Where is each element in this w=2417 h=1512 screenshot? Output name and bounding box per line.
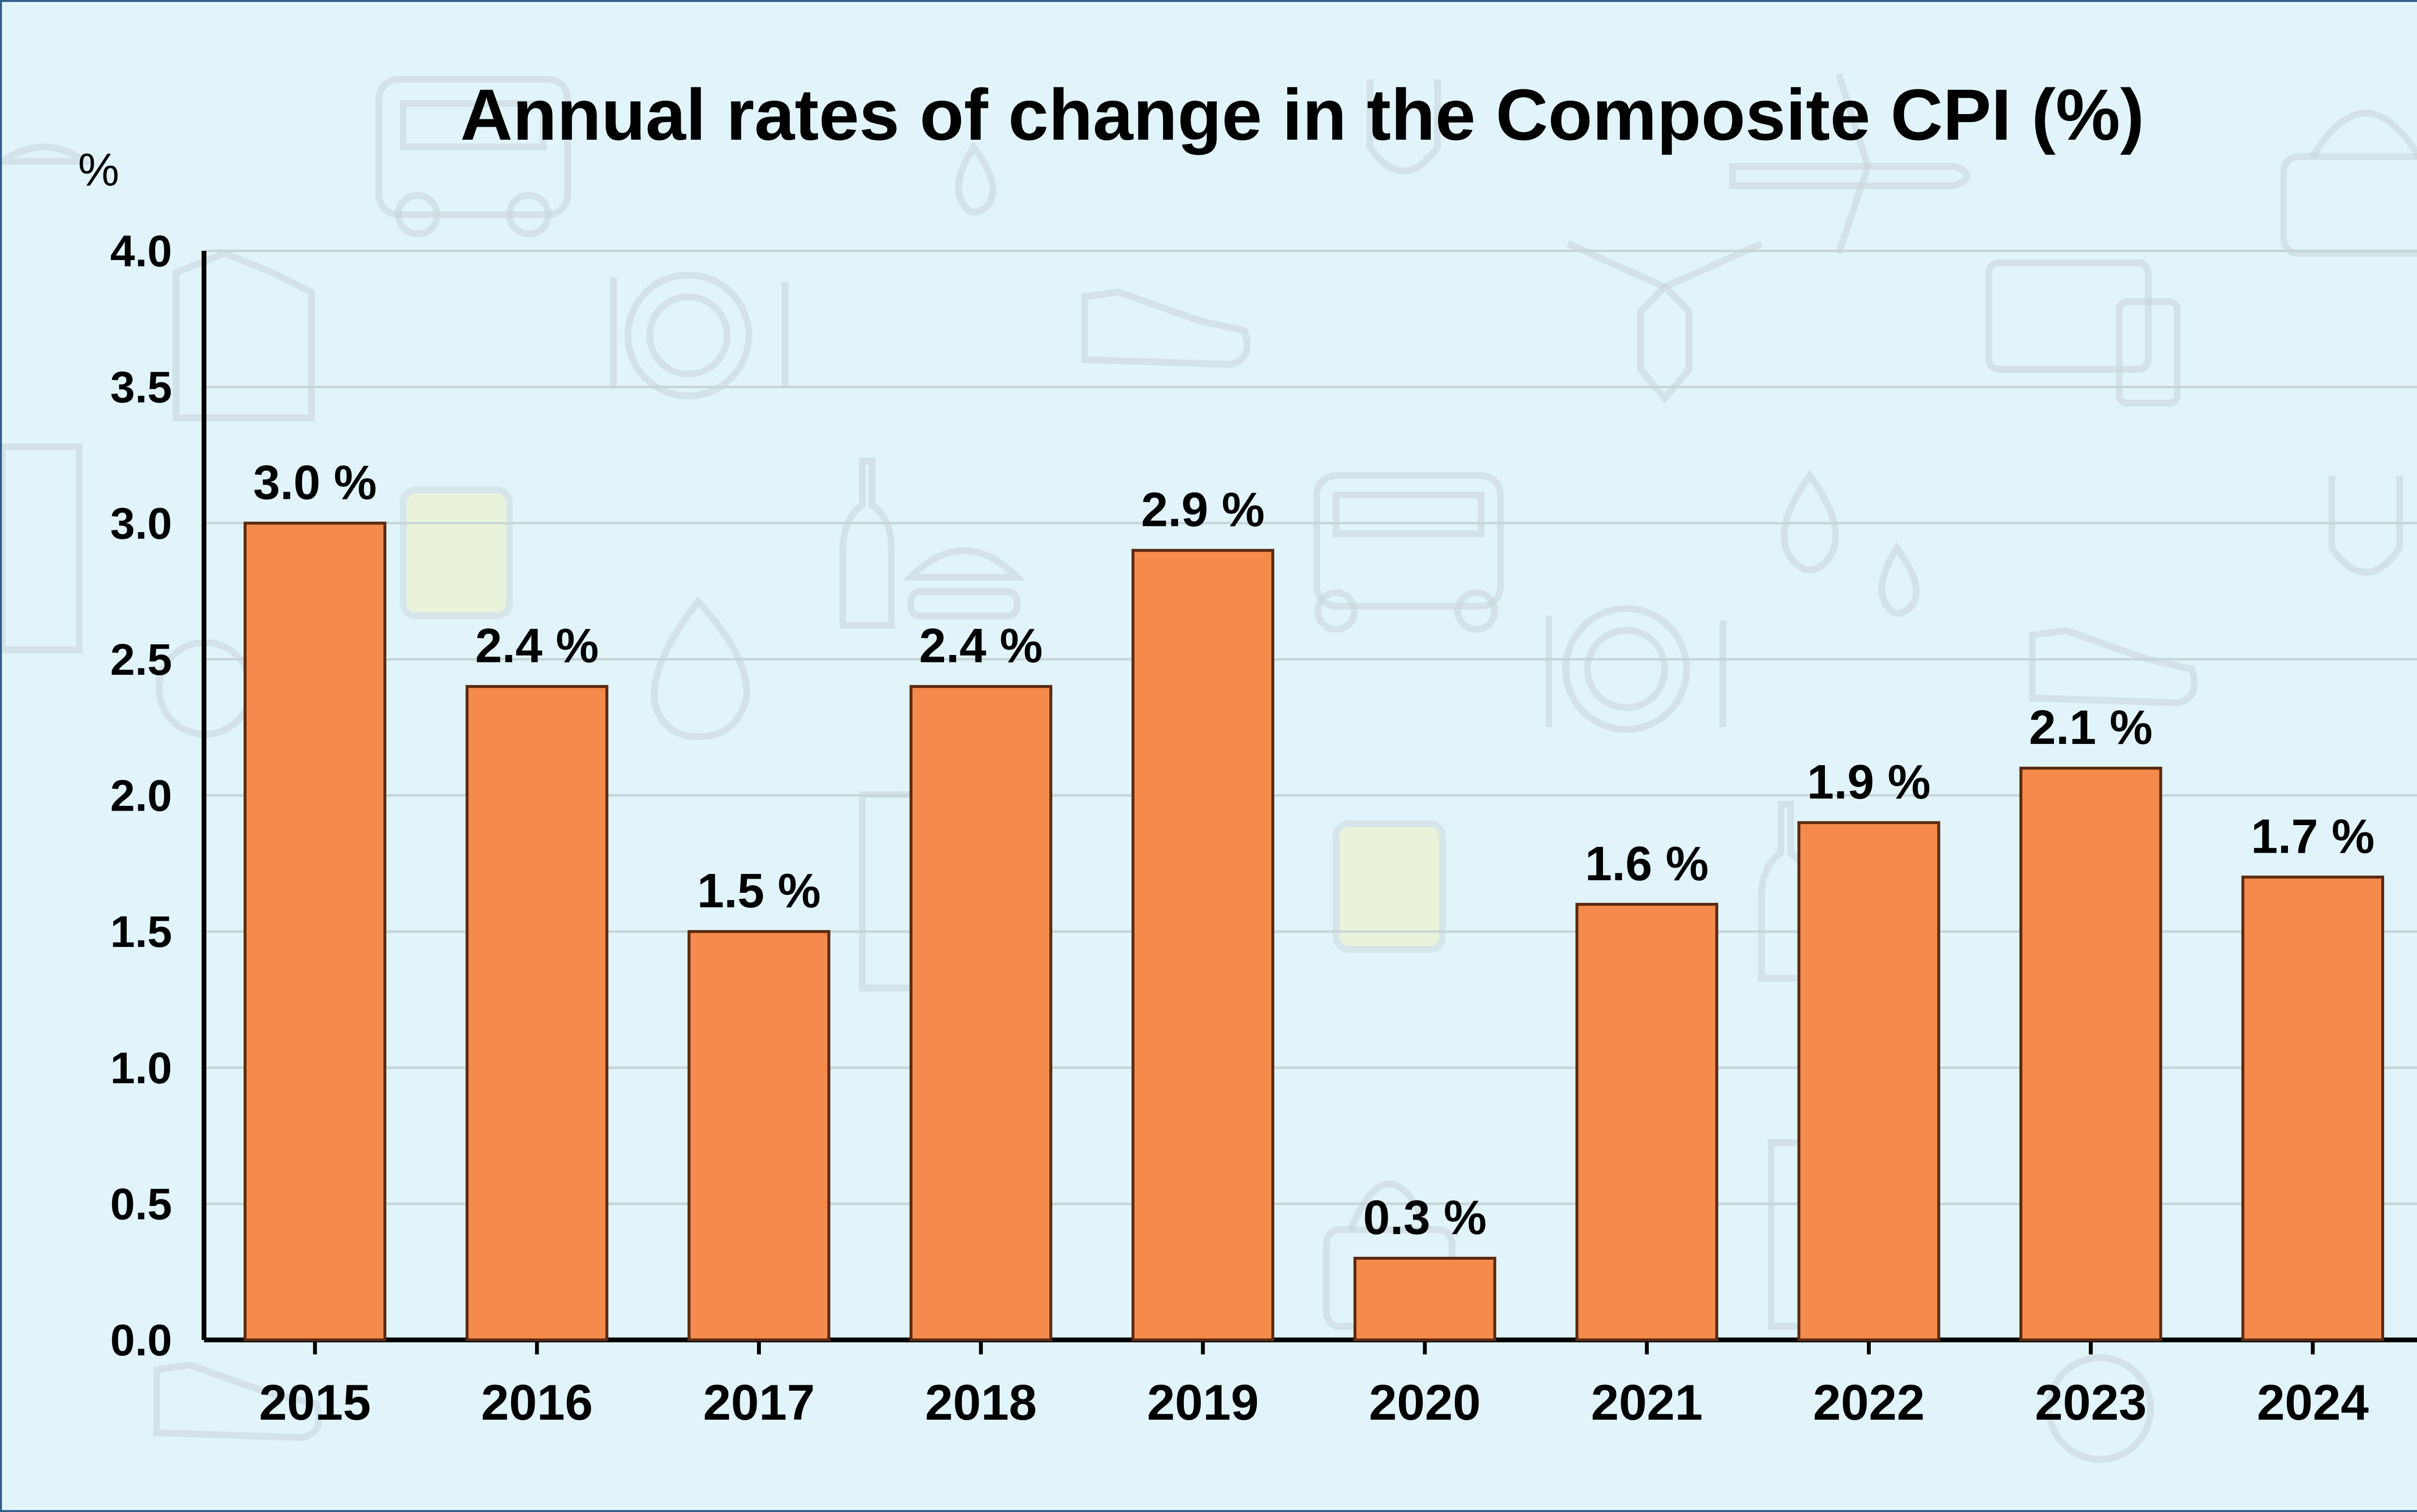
- plate-icon: [610, 272, 788, 399]
- x-tick-label: 2021: [1591, 1375, 1703, 1431]
- bar-2023: [2019, 767, 2162, 1341]
- data-label: 3.0 %: [253, 455, 377, 509]
- chart-title: Annual rates of change in the Composite …: [460, 74, 2144, 155]
- bar-2021: [1575, 902, 1718, 1342]
- data-label: 1.9 %: [1807, 755, 1931, 809]
- x-tick-label: 2022: [1813, 1375, 1924, 1431]
- y-tick-label: 4.0: [110, 227, 172, 276]
- monitor-icon: [1985, 260, 2181, 407]
- x-tick-label: 2015: [259, 1375, 371, 1431]
- shirt-icon: [173, 249, 315, 421]
- handbag-icon: [2280, 110, 2417, 257]
- stethoscope-icon: [1367, 79, 2403, 576]
- water-drop-icon: [955, 141, 1920, 617]
- data-label: 1.6 %: [1585, 837, 1709, 891]
- y-tick-label: 0.0: [110, 1316, 172, 1365]
- x-tick-label: 2020: [1369, 1375, 1481, 1431]
- bar-2024: [2241, 875, 2385, 1341]
- beer-mug-icon: [400, 487, 1446, 953]
- y-tick-label: 3.5: [110, 363, 172, 412]
- data-label: 2.9 %: [1141, 483, 1265, 537]
- bar-2018: [909, 685, 1052, 1341]
- sneaker-icon: [1081, 288, 1251, 368]
- y-tick-label: 3.0: [110, 499, 172, 548]
- x-tick-label: 2018: [925, 1375, 1037, 1431]
- bar-2020: [1353, 1257, 1497, 1341]
- bar-2017: [687, 930, 830, 1341]
- sneaker-icon: [153, 1361, 322, 1441]
- airplane-icon: [1729, 73, 1970, 255]
- bus-icon: [376, 76, 571, 237]
- y-axis-unit-label: %: [78, 144, 119, 196]
- x-tick-label: 2019: [1147, 1375, 1259, 1431]
- data-labels: 3.0 % 2.4 % 1.5 % 2.4 % 2.9 % 0.3 % 1.6 % 1.9 %…: [253, 455, 2375, 1245]
- data-label: 2.4 %: [475, 619, 599, 673]
- gem-icon: [1567, 240, 1763, 404]
- data-label: 2.4 %: [919, 619, 1043, 673]
- plate-icon: [1545, 605, 1726, 733]
- x-tick-label: 2017: [703, 1375, 815, 1431]
- data-label: 2.1 %: [2029, 700, 2153, 755]
- x-tick-label: 2024: [2257, 1375, 2369, 1431]
- bar-2016: [466, 685, 609, 1341]
- bus-icon: [1313, 472, 1504, 633]
- y-tick-labels: 0.0 0.5 1.0 1.5 2.0 2.5 3.0 3.5 4.0: [110, 227, 172, 1365]
- y-tick-label: 2.0: [110, 771, 172, 821]
- y-tick-label: 0.5: [110, 1179, 172, 1229]
- data-label: 1.7 %: [2251, 809, 2375, 863]
- data-label: 0.3 %: [1363, 1191, 1487, 1245]
- bar-2019: [1131, 549, 1275, 1341]
- sneaker-icon: [2029, 626, 2198, 707]
- y-tick-label: 1.0: [110, 1044, 172, 1093]
- background-decoration: [2, 73, 2417, 1463]
- x-tick-labels: 2015 2016 2017 2018 2019 2020 2021 2022 2023 2024: [259, 1340, 2369, 1431]
- burger-icon: [2, 144, 1025, 619]
- x-tick-label: 2023: [2035, 1375, 2147, 1431]
- flame-icon: [651, 596, 750, 741]
- bar-2022: [1797, 821, 1940, 1341]
- y-tick-label: 1.5: [110, 907, 172, 957]
- y-tick-label: 2.5: [110, 635, 172, 684]
- data-label: 1.5 %: [697, 864, 821, 918]
- bar-2015: [243, 522, 387, 1341]
- bars: [243, 522, 2385, 1342]
- x-tick-label: 2016: [481, 1375, 593, 1431]
